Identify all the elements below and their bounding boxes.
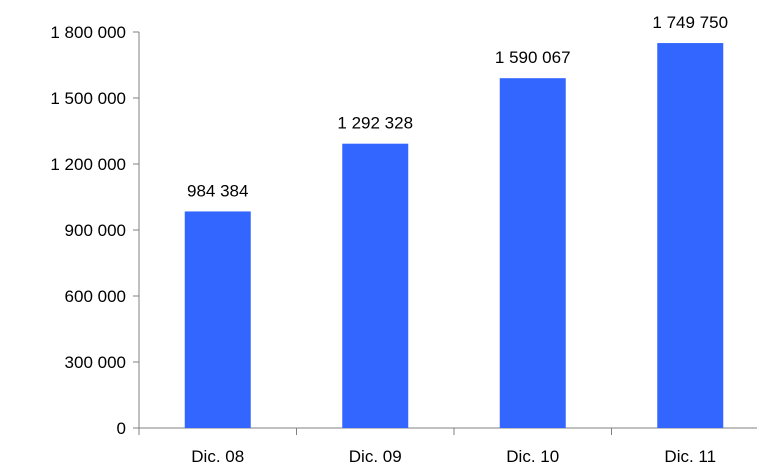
bar — [342, 143, 409, 428]
bar — [184, 211, 251, 428]
x-tick-label: Dic. 10 — [506, 447, 559, 466]
y-axis: 0 300 000 600 000 900 000 1 200 000 1 500 000… — [50, 23, 140, 438]
y-tick-label: 900 000 — [65, 221, 126, 240]
x-tick-label: Dic. 08 — [191, 447, 244, 466]
y-tick-label: 1 500 000 — [50, 89, 126, 108]
data-label: 1 292 328 — [337, 114, 413, 133]
data-label: 1 590 067 — [495, 48, 571, 67]
data-label: 984 384 — [187, 181, 248, 200]
y-tick-label: 1 800 000 — [50, 23, 126, 42]
x-tick-label: Dic. 11 — [664, 447, 716, 466]
y-tick-label: 0 — [117, 419, 126, 438]
x-tick-label: Dic. 09 — [349, 447, 402, 466]
y-tick-label: 1 200 000 — [50, 155, 126, 174]
bars — [184, 43, 724, 429]
x-axis: Dic. 08 Dic. 09 Dic. 10 Dic. 11 — [138, 427, 757, 466]
data-label: 1 749 750 — [652, 13, 728, 32]
data-labels: 984 384 1 292 328 1 590 067 1 749 750 — [187, 13, 728, 200]
bar — [499, 78, 566, 429]
y-tick-label: 600 000 — [65, 287, 126, 306]
bar — [657, 43, 724, 429]
y-tick-label: 300 000 — [65, 353, 126, 372]
